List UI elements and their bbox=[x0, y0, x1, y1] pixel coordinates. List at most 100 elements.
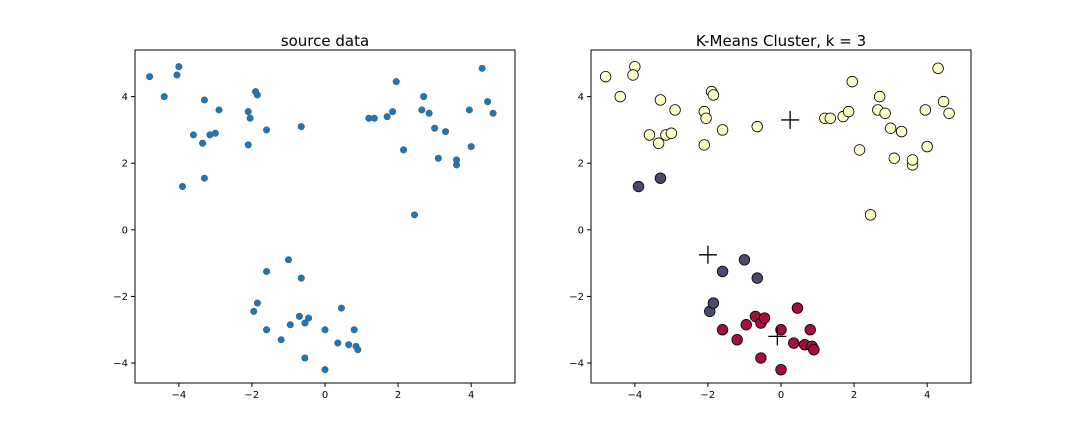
cluster-point bbox=[599, 70, 612, 83]
data-point bbox=[411, 211, 419, 219]
x-tick-label: 0 bbox=[322, 390, 328, 401]
axis-ticks: −4 −4 −2 −2 0 0 2 2 4 4 bbox=[113, 92, 474, 401]
cluster-point bbox=[643, 129, 656, 141]
data-point bbox=[465, 106, 473, 114]
x-tick-label: −2 bbox=[701, 390, 716, 401]
data-point bbox=[277, 336, 285, 344]
cluster-point bbox=[652, 137, 665, 149]
cluster-point bbox=[888, 152, 900, 164]
cluster-point bbox=[758, 312, 771, 324]
data-point bbox=[453, 156, 461, 164]
cluster-point bbox=[775, 324, 787, 336]
data-point bbox=[250, 307, 258, 315]
cluster-point bbox=[775, 363, 787, 376]
cluster-point bbox=[707, 297, 720, 309]
x-tick-label: 0 bbox=[778, 390, 784, 401]
cluster-point bbox=[698, 139, 710, 151]
cluster-point bbox=[669, 104, 681, 116]
data-point bbox=[146, 73, 154, 81]
chart-title: source data bbox=[281, 32, 369, 50]
data-point bbox=[215, 106, 223, 114]
data-point bbox=[244, 108, 252, 116]
cluster-point bbox=[864, 209, 877, 221]
cluster-point bbox=[627, 69, 639, 81]
cluster-point bbox=[751, 272, 763, 284]
x-tick-label: −4 bbox=[171, 390, 186, 401]
cluster-point bbox=[824, 112, 837, 124]
y-tick-label: −2 bbox=[113, 292, 128, 303]
data-point bbox=[370, 114, 378, 122]
scatter-points bbox=[146, 63, 497, 374]
data-point bbox=[345, 341, 353, 349]
x-tick-label: 4 bbox=[924, 390, 930, 401]
data-point bbox=[321, 326, 329, 334]
y-tick-label: −2 bbox=[569, 292, 584, 303]
data-point bbox=[189, 131, 197, 139]
cluster-point bbox=[665, 127, 678, 139]
cluster-point bbox=[906, 154, 919, 166]
data-point bbox=[253, 299, 261, 307]
cluster-point bbox=[921, 140, 933, 153]
data-point bbox=[484, 98, 492, 106]
y-tick-label: 0 bbox=[578, 225, 584, 236]
data-point bbox=[179, 183, 187, 191]
data-point bbox=[263, 126, 271, 134]
cluster-point bbox=[751, 120, 763, 133]
data-point bbox=[200, 96, 208, 104]
cluster-point bbox=[716, 324, 729, 336]
data-point bbox=[442, 128, 450, 136]
y-tick-label: 0 bbox=[122, 225, 128, 236]
cluster-point bbox=[700, 112, 712, 124]
kmeans-cluster-plot: K-Means Cluster, k = 3 −4 −4 −2 −2 0 0 2 2 4 4 bbox=[569, 32, 972, 401]
data-point bbox=[263, 267, 271, 275]
cluster-point bbox=[873, 90, 886, 103]
data-point bbox=[253, 91, 261, 99]
y-tick-label: 2 bbox=[122, 159, 128, 170]
data-point bbox=[420, 93, 428, 101]
cluster-point bbox=[791, 302, 804, 314]
data-point bbox=[334, 339, 342, 347]
source-data-plot: source data −4 −4 −2 −2 0 0 2 2 4 4 bbox=[113, 32, 516, 401]
cluster-point bbox=[853, 144, 866, 156]
data-point bbox=[400, 146, 408, 154]
data-point bbox=[418, 106, 426, 114]
data-point bbox=[383, 113, 391, 121]
cluster-point bbox=[895, 125, 908, 138]
x-tick-label: 4 bbox=[468, 390, 474, 401]
cluster-point bbox=[716, 265, 729, 278]
cluster-point bbox=[731, 334, 743, 346]
cluster-point bbox=[738, 254, 751, 266]
data-point bbox=[200, 174, 208, 182]
axis-ticks: −4 −4 −2 −2 0 0 2 2 4 4 bbox=[569, 92, 930, 401]
cluster-point bbox=[788, 337, 800, 349]
cluster-point bbox=[716, 124, 729, 136]
data-point bbox=[297, 274, 305, 282]
centroid-markers bbox=[698, 110, 800, 346]
data-point bbox=[263, 326, 271, 334]
data-point bbox=[425, 109, 433, 117]
data-point bbox=[295, 312, 303, 320]
data-point bbox=[173, 71, 181, 79]
data-point bbox=[286, 321, 294, 329]
y-tick-label: −4 bbox=[569, 359, 584, 370]
cluster-point bbox=[842, 105, 855, 118]
data-point bbox=[337, 304, 345, 312]
data-point bbox=[392, 78, 400, 86]
data-point bbox=[297, 123, 305, 131]
cluster-point bbox=[740, 319, 752, 331]
data-point bbox=[389, 108, 397, 116]
data-point bbox=[431, 124, 439, 132]
data-point bbox=[489, 109, 497, 117]
cluster-point bbox=[755, 352, 767, 364]
data-point bbox=[467, 143, 475, 151]
x-tick-label: −2 bbox=[245, 390, 260, 401]
data-point bbox=[478, 64, 486, 72]
x-tick-label: 2 bbox=[395, 390, 401, 401]
cluster-point bbox=[919, 104, 932, 116]
cluster-point bbox=[654, 172, 667, 184]
cluster-point bbox=[654, 94, 667, 106]
data-point bbox=[199, 139, 207, 147]
data-point bbox=[211, 129, 219, 137]
cluster-point bbox=[632, 180, 645, 193]
